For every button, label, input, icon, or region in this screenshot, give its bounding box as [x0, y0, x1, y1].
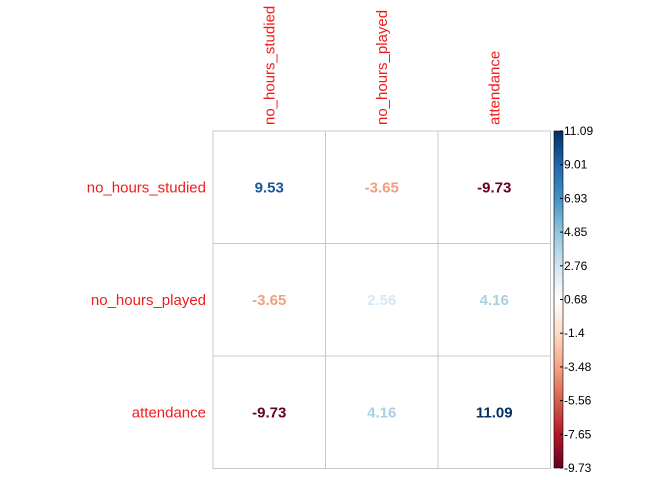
colorbar-tick-label: 2.76	[564, 259, 588, 273]
cell-value-label: 2.56	[367, 292, 396, 309]
colorbar-tick-label: -5.56	[564, 394, 592, 408]
colorbar-tick-label: 4.85	[564, 225, 588, 239]
row-label: attendance	[132, 404, 206, 421]
cell-value-label: 4.16	[367, 404, 396, 421]
cell-value-label: 4.16	[480, 292, 509, 309]
cell-value-label: -3.65	[252, 292, 286, 309]
colorbar-tick-label: 9.01	[564, 158, 588, 172]
cell-value-label: -9.73	[477, 179, 511, 196]
colorbar-tick-label: -1.4	[564, 326, 585, 340]
cell-value-label: 11.09	[476, 404, 513, 421]
colorbar-tick-label: -3.48	[564, 360, 592, 374]
column-label: no_hours_studied	[261, 6, 278, 125]
colorbar-tick-label: -9.73	[564, 461, 592, 475]
colorbar-tick-label: 11.09	[564, 124, 593, 138]
heatmap-grid	[212, 130, 551, 469]
row-label: no_hours_played	[91, 292, 206, 309]
cell-value-label: -9.73	[252, 404, 286, 421]
column-labels: no_hours_studied no_hours_played attendanc…	[261, 6, 503, 125]
column-label: attendance	[486, 51, 503, 125]
row-labels: no_hours_studied no_hours_played attendanc…	[87, 179, 206, 421]
colorbar-legend: 11.09 9.01 6.93 4.85 2.76 0.68 -1.4 -3.48 -5.56 -…	[553, 124, 593, 475]
colorbar-tick-label: 0.68	[564, 293, 588, 307]
cell-value-label: 9.53	[255, 179, 284, 196]
colorbar-tick-label: 6.93	[564, 191, 588, 205]
colorbar-tick-label: -7.65	[564, 427, 592, 441]
column-label: no_hours_played	[374, 10, 391, 125]
cell-value-label: -3.65	[365, 179, 399, 196]
grid-border	[212, 130, 551, 469]
heatmap-cells: 9.53 -3.65 -9.73 -3.65 2.56 4.16 -9.73 4.16 11.0…	[252, 179, 512, 421]
row-label: no_hours_studied	[87, 179, 206, 196]
